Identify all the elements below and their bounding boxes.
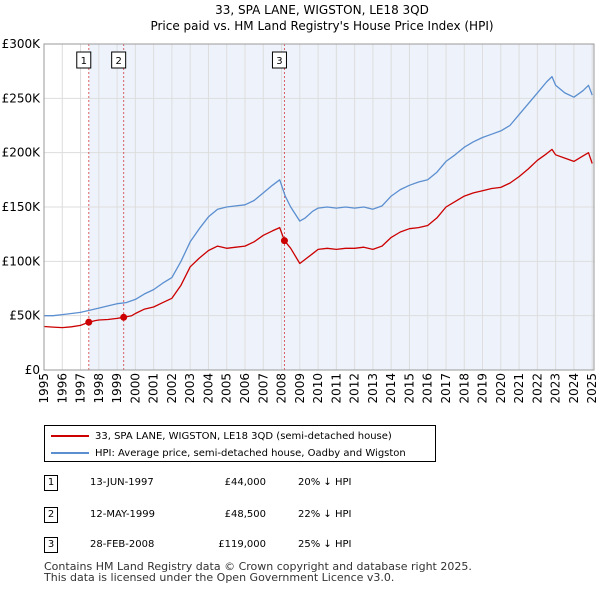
y-tick-label: £300K — [2, 37, 42, 51]
legend-label-property: 33, SPA LANE, WIGSTON, LE18 3QD (semi-de… — [95, 430, 392, 442]
y-tick-label: £200K — [2, 146, 42, 160]
footer-copyright: Contains HM Land Registry data © Crown c… — [44, 560, 472, 573]
y-tick-label: £250K — [2, 91, 42, 105]
x-tick-label: 2009 — [293, 373, 307, 404]
y-tick-label: £0 — [25, 363, 40, 377]
chart-subtitle: Price paid vs. HM Land Registry's House … — [150, 19, 493, 33]
x-tick-label: 2016 — [421, 373, 435, 404]
transaction-number: 3 — [44, 537, 58, 553]
x-tick-label: 2017 — [439, 373, 453, 404]
transaction-date: 12-MAY-1999 — [90, 509, 156, 520]
transaction-number: 2 — [44, 507, 58, 523]
x-tick-label: 2014 — [384, 373, 398, 404]
x-tick-label: 2018 — [457, 373, 471, 404]
x-tick-label: 2013 — [366, 373, 380, 404]
x-tick-label: 2022 — [530, 373, 544, 404]
x-tick-label: 2025 — [585, 373, 599, 404]
transaction-row: 3 28-FEB-2008 £119,000 25% ↓ HPI — [44, 537, 464, 557]
x-tick-label: 2019 — [476, 373, 490, 404]
x-tick-label: 1997 — [74, 373, 88, 404]
legend-label-hpi: HPI: Average price, semi-detached house,… — [95, 447, 406, 459]
transaction-row: 2 12-MAY-1999 £48,500 22% ↓ HPI — [44, 507, 464, 527]
transaction-price: £48,500 — [224, 509, 266, 520]
legend-swatch-property — [51, 435, 89, 437]
x-tick-label: 1999 — [110, 373, 124, 404]
transaction-row: 1 13-JUN-1997 £44,000 20% ↓ HPI — [44, 475, 464, 495]
transaction-number: 1 — [44, 475, 58, 491]
x-tick-label: 2004 — [201, 373, 215, 404]
series-line-property — [43, 148, 593, 329]
transaction-marker-box — [271, 51, 287, 69]
x-tick-label: 2007 — [256, 373, 270, 404]
transaction-point — [280, 237, 288, 245]
transaction-hpi-diff: 20% ↓ HPI — [298, 477, 352, 488]
x-tick-label: 2000 — [128, 373, 142, 404]
legend-swatch-hpi — [51, 452, 89, 454]
y-tick-label: £50K — [9, 309, 41, 323]
footer: Contains HM Land Registry data © Crown c… — [44, 561, 472, 583]
price-chart: 33, SPA LANE, WIGSTON, LE18 3QD Price pa… — [2, 3, 600, 404]
transaction-marker-label: 2 — [115, 56, 121, 67]
x-tick-label: 2015 — [402, 373, 416, 404]
transaction-marker-label: 1 — [81, 56, 87, 67]
x-tick-label: 2020 — [494, 373, 508, 404]
transaction-marker-box — [76, 51, 92, 69]
x-tick-label: 2021 — [512, 373, 526, 404]
x-tick-label: 1998 — [92, 373, 106, 404]
y-tick-label: £150K — [2, 200, 42, 214]
legend: 33, SPA LANE, WIGSTON, LE18 3QD (semi-de… — [44, 425, 436, 462]
x-tick-label: 1996 — [55, 373, 69, 404]
x-tick-label: 2011 — [329, 373, 343, 404]
x-tick-label: 2024 — [567, 373, 581, 404]
transaction-hpi-diff: 22% ↓ HPI — [298, 509, 352, 520]
x-tick-label: 2001 — [147, 373, 161, 404]
transaction-hpi-diff: 25% ↓ HPI — [298, 539, 352, 550]
transaction-price: £119,000 — [218, 539, 266, 550]
x-tick-label: 1995 — [37, 373, 51, 404]
transaction-price: £44,000 — [224, 477, 266, 488]
x-tick-label: 2012 — [348, 373, 362, 404]
x-tick-label: 2006 — [238, 373, 252, 404]
series-line-hpi — [44, 75, 593, 317]
chart-title: 33, SPA LANE, WIGSTON, LE18 3QD — [215, 3, 429, 17]
legend-item-hpi: HPI: Average price, semi-detached house,… — [51, 446, 406, 460]
transaction-marker-box — [111, 51, 127, 69]
x-tick-label: 2005 — [220, 373, 234, 404]
x-tick-label: 2003 — [183, 373, 197, 404]
footer-licence: This data is licensed under the Open Gov… — [44, 571, 395, 584]
transaction-point — [120, 313, 128, 321]
legend-item-property: 33, SPA LANE, WIGSTON, LE18 3QD (semi-de… — [51, 429, 392, 443]
x-tick-label: 2010 — [311, 373, 325, 404]
transaction-point — [85, 318, 93, 326]
plot-border — [43, 43, 595, 371]
x-tick-label: 2008 — [275, 373, 289, 404]
x-tick-label: 2023 — [549, 373, 563, 404]
transaction-date: 28-FEB-2008 — [90, 539, 155, 550]
transaction-marker-label: 3 — [276, 56, 282, 67]
y-tick-label: £100K — [2, 254, 42, 268]
transaction-date: 13-JUN-1997 — [90, 477, 154, 488]
x-tick-label: 2002 — [165, 373, 179, 404]
